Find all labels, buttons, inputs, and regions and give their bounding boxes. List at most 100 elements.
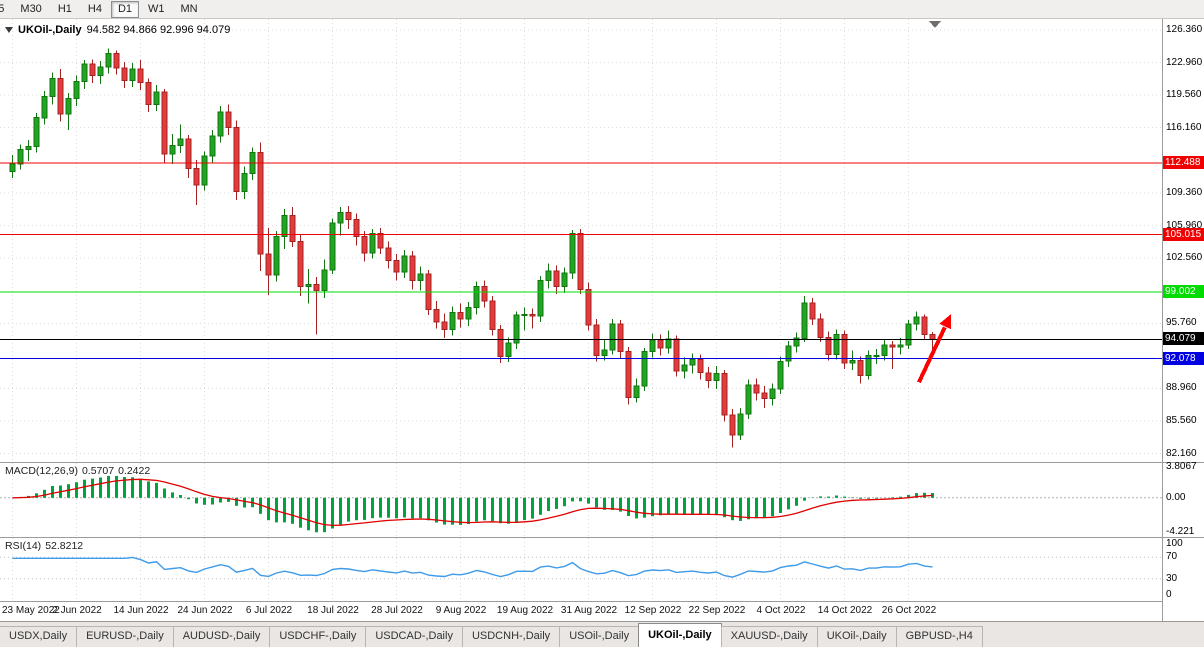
rsi-tick-label: 100 — [1166, 538, 1183, 549]
chart-shift-marker-icon — [929, 21, 941, 28]
price-axis[interactable]: 126.360 122.960 119.560 116.160 109.360 105.9… — [1162, 19, 1204, 621]
price-tick-label: 105.960 — [1166, 220, 1203, 231]
candle-body — [641, 351, 648, 387]
timeframe-button-d1[interactable]: D1 — [110, 0, 139, 18]
candle-body — [793, 337, 800, 347]
date-label: 23 May 2022 — [2, 605, 60, 616]
candle-body — [817, 318, 824, 338]
rsi-value: 52.8212 — [45, 540, 84, 552]
candle-body — [49, 77, 56, 98]
date-label: 24 Jun 2022 — [177, 605, 233, 616]
macd-plot[interactable] — [0, 463, 1162, 536]
candle-body — [89, 63, 96, 77]
candle-body — [41, 96, 48, 119]
date-label: 31 Aug 2022 — [560, 605, 618, 616]
candle-body — [345, 212, 352, 220]
chart-tab-usoil-daily[interactable]: USOil-,Daily — [559, 626, 640, 647]
price-tick-label: 82.160 — [1166, 448, 1197, 459]
candle-body — [881, 344, 888, 356]
candle-body — [905, 323, 912, 346]
price-line-badge: 105.015 — [1163, 228, 1204, 241]
arrow-annotation-head[interactable] — [939, 313, 952, 330]
candle-body — [745, 384, 752, 415]
candle-body — [553, 270, 560, 287]
rsi-plot[interactable] — [0, 538, 1162, 600]
chart-tab-usdcad-daily[interactable]: USDCAD-,Daily — [365, 626, 463, 647]
candle-body — [161, 91, 168, 155]
chart-tab-bar[interactable]: USDX,Daily EURUSD-,Daily AUDUSD-,Daily USDC… — [0, 621, 1204, 647]
candle-body — [257, 151, 264, 255]
date-label: 19 Aug 2022 — [496, 605, 554, 616]
chart-tab-usdchf-daily[interactable]: USDCHF-,Daily — [269, 626, 367, 647]
macd-tick-label: 3.8067 — [1166, 461, 1197, 472]
candle-body — [481, 286, 488, 302]
timeframe-button-h1[interactable]: H1 — [57, 2, 72, 15]
candle-body — [97, 66, 104, 77]
candle-body — [625, 351, 632, 399]
candle-body — [9, 163, 16, 173]
chart-tab-eurusd-daily[interactable]: EURUSD-,Daily — [76, 626, 174, 647]
panel-separator — [1163, 537, 1204, 538]
candle-body — [673, 338, 680, 372]
candle-body — [489, 300, 496, 331]
timeframe-button-h4[interactable]: H4 — [87, 2, 102, 15]
candle-body — [737, 413, 744, 436]
candle-body — [193, 168, 200, 186]
price-line-badge: 99.002 — [1163, 285, 1204, 298]
rsi-label: RSI(14) 52.8212 — [5, 540, 84, 552]
timeframe-button-m30[interactable]: M30 — [20, 2, 42, 15]
chart-marker-icon — [5, 27, 13, 33]
chart-tab-usdx-daily[interactable]: USDX,Daily — [0, 626, 78, 647]
timeframe-toolbar[interactable]: M15 M30 H1 H4 D1 W1 MN — [0, 0, 1204, 19]
macd-indicator-panel[interactable]: MACD(12,26,9) 0.5707 0.2422 — [0, 462, 1162, 537]
chart-ohlc-values: 94.582 94.866 92.996 94.079 — [86, 24, 231, 36]
timeframe-button-w1[interactable]: W1 — [148, 2, 165, 15]
candle-body — [73, 80, 80, 100]
candle-body — [617, 323, 624, 353]
rsi-line — [12, 556, 933, 578]
candle-body — [665, 338, 672, 349]
macd-value-main: 0.5707 — [81, 465, 115, 477]
candle-body — [321, 269, 328, 291]
rsi-tick-label: 30 — [1166, 573, 1178, 584]
candlestick-plot[interactable] — [0, 19, 1162, 460]
date-label: 6 Jul 2022 — [245, 605, 293, 616]
price-tick-label: 102.560 — [1166, 252, 1203, 263]
candle-body — [33, 117, 40, 147]
date-label: 28 Jul 2022 — [371, 605, 423, 616]
chart-tab-ukoil-daily-2[interactable]: UKOil-,Daily — [816, 626, 897, 647]
candle-body — [241, 172, 248, 193]
candle-body — [921, 316, 928, 336]
candle-body — [897, 344, 904, 348]
timeframe-button-m15[interactable]: M15 — [0, 1, 11, 18]
arrow-annotation[interactable] — [917, 326, 947, 384]
candle-body — [777, 360, 784, 390]
date-label: 4 Oct 2022 — [756, 605, 806, 616]
chart-tab-gbpusd-h4[interactable]: GBPUSD-,H4 — [895, 626, 983, 647]
candle-body — [465, 307, 472, 320]
candle-body — [201, 155, 208, 186]
chart-tab-usdcnh-daily[interactable]: USDCNH-,Daily — [461, 626, 561, 647]
candle-body — [169, 145, 176, 155]
candle-body — [377, 233, 384, 249]
price-chart-panel[interactable]: UKOil-,Daily 94.582 94.866 92.996 94.079 — [0, 19, 1162, 462]
candle-body — [497, 329, 504, 357]
candle-body — [609, 323, 616, 351]
chart-tab-xauusd-daily[interactable]: XAUUSD-,Daily — [720, 626, 818, 647]
candle-body — [857, 359, 864, 377]
rsi-indicator-panel[interactable]: RSI(14) 52.8212 — [0, 537, 1162, 601]
candle-body — [825, 336, 832, 356]
candle-body — [297, 240, 304, 287]
candle-body — [417, 273, 424, 282]
rsi-tick-label: 70 — [1166, 551, 1178, 562]
candle-body — [281, 215, 288, 238]
candle-body — [353, 218, 360, 238]
chart-tab-audusd-daily[interactable]: AUDUSD-,Daily — [172, 626, 271, 647]
chart-tab-ukoil-daily[interactable]: UKOil-,Daily — [638, 623, 722, 647]
candle-body — [305, 284, 312, 288]
timeframe-button-mn[interactable]: MN — [180, 2, 198, 15]
candle-body — [561, 272, 568, 288]
candle-body — [593, 324, 600, 356]
time-axis[interactable]: 23 May 2022 2 Jun 2022 14 Jun 2022 24 Jun 2… — [0, 601, 1162, 621]
price-tick-label: 122.960 — [1166, 57, 1203, 68]
